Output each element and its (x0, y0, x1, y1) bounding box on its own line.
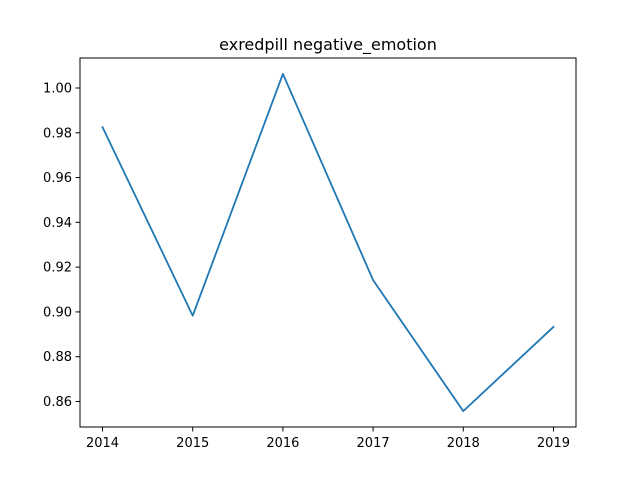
x-tick-label: 2019 (537, 436, 570, 451)
x-tick-label: 2014 (86, 436, 119, 451)
x-tick-label: 2015 (176, 436, 209, 451)
series-layer (101, 72, 555, 413)
y-tick-label: 0.86 (43, 395, 72, 410)
y-tick-label: 0.94 (43, 216, 72, 231)
y-tick-label: 1.00 (43, 82, 72, 97)
x-tick-label: 2017 (357, 436, 390, 451)
chart-title: exredpill negative_emotion (219, 35, 437, 55)
y-tick-label: 0.88 (43, 350, 72, 365)
y-axis: 0.86 0.88 0.90 0.92 0.94 0.96 0.98 1.00 (43, 82, 80, 410)
y-tick-label: 0.98 (43, 126, 72, 141)
x-axis: 2014 2015 2016 2017 2018 2019 (86, 427, 570, 451)
plot-frame (79, 57, 577, 428)
y-tick-label: 0.92 (43, 261, 72, 276)
series-line-0 (101, 72, 555, 413)
x-tick-label: 2018 (447, 436, 480, 451)
y-tick-label: 0.96 (43, 171, 72, 186)
x-tick-label: 2016 (266, 436, 299, 451)
y-tick-label: 0.90 (43, 305, 72, 320)
